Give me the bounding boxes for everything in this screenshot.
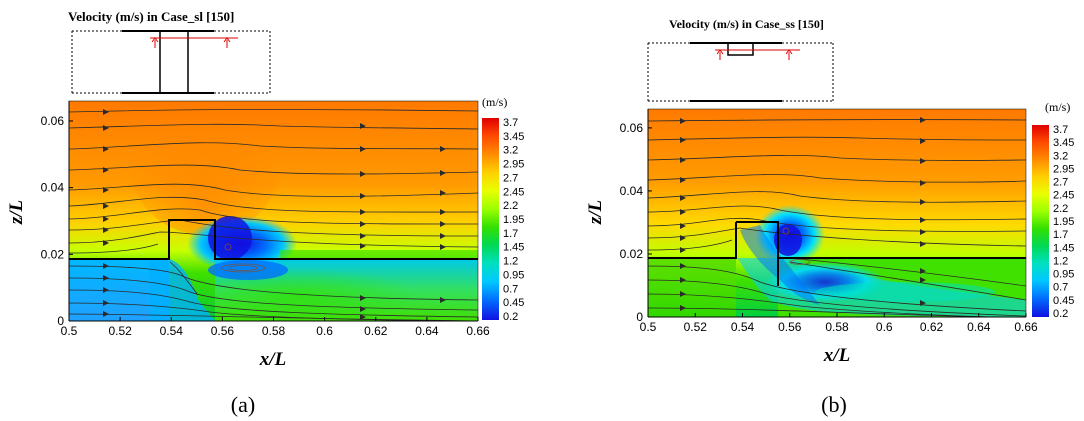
colorbar-label-b: 2.45 — [1053, 190, 1074, 202]
x-tick-label-b: 0.58 — [825, 320, 849, 334]
x-tick-label-b: 0.56 — [778, 320, 802, 334]
inset-title-a: Velocity (m/s) in Case_sl [150] — [68, 9, 234, 24]
inset-title-b: Velocity (m/s) in Case_ss [150] — [669, 17, 824, 31]
x-tick-label-a: 0.5 — [61, 324, 78, 338]
x-tick-label-b: 0.66 — [1014, 320, 1038, 334]
y-tick-label-a: 0.02 — [41, 247, 65, 261]
colorbar-label-a: 0.2 — [503, 311, 518, 323]
y-tick-label-b: 0 — [636, 310, 643, 324]
colorbar-label-a: 2.45 — [503, 186, 524, 198]
structure-outline-b — [648, 221, 1026, 286]
colorbar-label-b: 2.2 — [1053, 203, 1068, 215]
colorbar-gradient-b — [1032, 125, 1049, 317]
colorbar-label-b: 0.95 — [1053, 269, 1074, 281]
structure-outline-a — [69, 219, 478, 260]
colorbar-label-b: 1.2 — [1053, 255, 1068, 267]
x-tick-label-b: 0.54 — [731, 320, 755, 334]
y-axis-label-b: z/L — [585, 200, 606, 225]
y-tick-label-a: 0.04 — [41, 181, 65, 195]
y-tick-label-a: 0 — [57, 314, 64, 328]
streamline-arrows-b — [680, 117, 926, 311]
x-axis-a: 0.5 0.52 0.54 0.56 0.58 0.6 0.62 0.64 0.66 — [61, 317, 490, 338]
panel-b: Velocity (m/s) in Case_ss [150] — [585, 17, 1074, 417]
x-axis-label-a: x/L — [259, 349, 286, 370]
colorbar-label-a: 2.7 — [503, 172, 518, 184]
x-tick-label-a: 0.52 — [108, 324, 132, 338]
colorbar-label-b: 1.7 — [1053, 229, 1068, 241]
x-tick-label-b: 0.6 — [876, 320, 893, 334]
colorbar-label-a: 1.2 — [503, 256, 518, 268]
y-axis-b: 0 0.02 0.04 0.06 — [620, 109, 652, 324]
colorbar-unit-b: (m/s) — [1045, 100, 1070, 114]
x-tick-label-a: 0.58 — [262, 324, 286, 338]
colorbar-label-a: 3.7 — [503, 117, 518, 129]
panel-a: Velocity (m/s) in Case_sl [150] — [6, 9, 524, 417]
colorbar-label-a: 0.95 — [503, 269, 524, 281]
colorbar-label-a: 1.95 — [503, 214, 524, 226]
colorbar-label-b: 1.45 — [1053, 242, 1074, 254]
colorbar-label-b: 0.7 — [1053, 282, 1068, 294]
colorbar-label-a: 2.95 — [503, 159, 524, 171]
x-axis-label-b: x/L — [823, 345, 850, 366]
colorbar-gradient-a — [482, 118, 499, 320]
velocity-field-b — [648, 109, 1026, 317]
y-tick-label-b: 0.04 — [620, 184, 644, 198]
colorbar-a: (m/s) 3.7 3.45 3.2 2.952.7 2.45 2.2 1.95 1.7 1.4… — [482, 95, 524, 323]
colorbar-label-b: 2.7 — [1053, 177, 1068, 189]
x-tick-label-a: 0.6 — [316, 324, 333, 338]
streamline-arrows-a — [103, 109, 446, 320]
x-tick-label-a: 0.56 — [211, 324, 235, 338]
y-tick-label-a: 0.06 — [41, 114, 65, 128]
colorbar-label-a: 0.45 — [503, 297, 524, 309]
x-tick-label-b: 0.52 — [684, 320, 708, 334]
colorbar-label-b: 3.45 — [1053, 137, 1074, 149]
colorbar-label-b: 0.45 — [1053, 295, 1074, 307]
x-tick-label-a: 0.64 — [415, 324, 439, 338]
colorbar-label-b: 3.2 — [1053, 150, 1068, 162]
colorbar-label-a: 2.2 — [503, 200, 518, 212]
x-tick-label-b: 0.5 — [640, 320, 657, 334]
x-tick-label-a: 0.66 — [466, 324, 490, 338]
colorbar-label-a: 3.2 — [503, 145, 518, 157]
y-tick-label-b: 0.06 — [620, 121, 644, 135]
colorbar-label-a: 3.45 — [503, 131, 524, 143]
x-tick-label-b: 0.62 — [920, 320, 944, 334]
colorbar-label-b: 0.2 — [1053, 308, 1068, 320]
y-tick-label-b: 0.02 — [620, 247, 644, 261]
colorbar-label-b: 2.95 — [1053, 163, 1074, 175]
colorbar-unit-a: (m/s) — [482, 95, 507, 109]
panel-label-a: (a) — [231, 392, 255, 417]
streamlines-b — [648, 119, 1026, 317]
panel-label-b: (b) — [821, 392, 847, 417]
colorbar-b: (m/s) 3.73.453.22.95 2.72.452.21.951.71.4… — [1032, 100, 1074, 320]
colorbar-label-a: 1.45 — [503, 242, 524, 254]
x-tick-label-a: 0.54 — [160, 324, 184, 338]
x-axis-b: 0.5 0.52 0.54 0.56 0.58 0.6 0.62 0.64 0.66 — [640, 313, 1038, 334]
x-tick-label-a: 0.62 — [364, 324, 388, 338]
colorbar-label-a: 1.7 — [503, 228, 518, 240]
colorbar-label-b: 1.95 — [1053, 216, 1074, 228]
y-axis-label-a: z/L — [6, 200, 27, 225]
colorbar-label-b: 3.7 — [1053, 124, 1068, 136]
velocity-field-a — [69, 101, 478, 321]
y-axis-a: 0 0.02 0.04 0.06 — [41, 101, 73, 328]
inset-schematic-a — [71, 30, 271, 94]
inset-schematic-b — [647, 42, 834, 102]
colorbar-label-a: 0.7 — [503, 283, 518, 295]
x-tick-label-b: 0.64 — [967, 320, 991, 334]
